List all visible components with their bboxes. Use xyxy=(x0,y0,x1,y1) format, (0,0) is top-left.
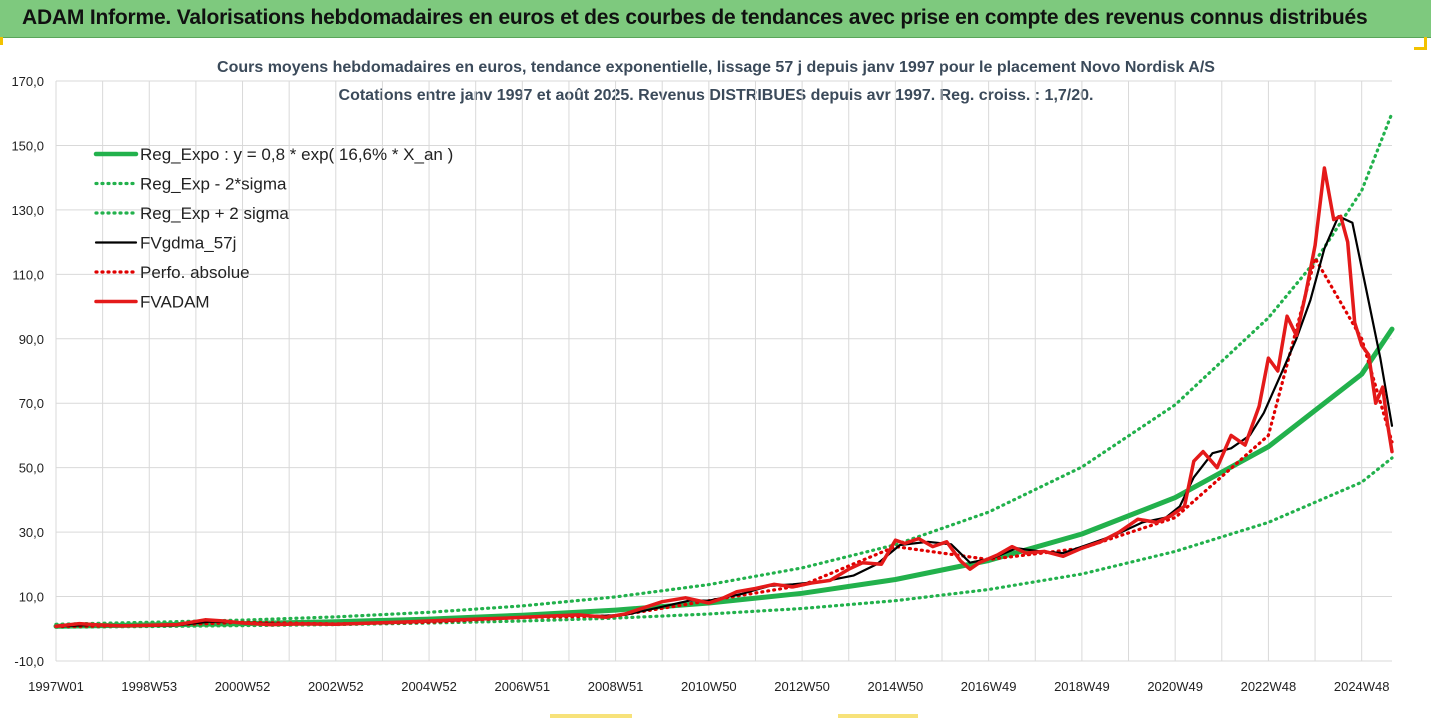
chart-area: Cours moyens hebdomadaires en euros, ten… xyxy=(0,37,1431,718)
x-tick-label: 2022W48 xyxy=(1241,679,1297,694)
series-layer xyxy=(53,111,1395,629)
report-banner-title: ADAM Informe. Valorisations hebdomadaire… xyxy=(22,6,1368,29)
x-tick-label: 2006W51 xyxy=(494,679,550,694)
y-tick-label: 30,0 xyxy=(19,525,44,540)
y-tick-label: 170,0 xyxy=(11,74,44,89)
chart-title: Cours moyens hebdomadaires en euros, ten… xyxy=(217,59,1215,76)
corner-mark-top-left xyxy=(0,37,13,45)
legend-reg-exp-minus-label: Reg_Exp - 2*sigma xyxy=(140,175,287,194)
y-tick-label: 70,0 xyxy=(19,396,44,411)
fvgdma-57j-line xyxy=(54,215,1394,628)
x-tick-label: 2002W52 xyxy=(308,679,364,694)
y-tick-label: 10,0 xyxy=(19,590,44,605)
perfo-absolue-line xyxy=(54,256,1394,629)
x-tick-label: 2010W50 xyxy=(681,679,737,694)
x-tick-label: 2014W50 xyxy=(868,679,924,694)
y-tick-label: 50,0 xyxy=(19,461,44,476)
x-tick-label: 2020W49 xyxy=(1147,679,1203,694)
x-tick-label: 2008W51 xyxy=(588,679,644,694)
legend-reg-expo-label: Reg_Expo : y = 0,8 * exp( 16,6% * X_an ) xyxy=(140,145,453,164)
y-tick-label: 110,0 xyxy=(12,267,44,282)
grid-layer xyxy=(55,80,1392,662)
x-tick-label: 2012W50 xyxy=(774,679,830,694)
chart-subtitle: Cotations entre janv 1997 et août 2025. … xyxy=(339,87,1094,104)
bottom-tab-left xyxy=(550,714,632,718)
x-axis-ticks: 1997W01 1998W53 2000W52 2002W52 2004W52 2006W… xyxy=(28,679,1389,694)
x-tick-label: 2024W48 xyxy=(1334,679,1390,694)
fvadam-line xyxy=(54,166,1394,628)
x-tick-label: 2004W52 xyxy=(401,679,457,694)
legend-reg-exp-plus-label: Reg_Exp + 2 sigma xyxy=(140,204,289,223)
chart-canvas: Cours moyens hebdomadaires en euros, ten… xyxy=(11,59,1395,694)
bottom-tab-right xyxy=(838,714,918,718)
report-banner: ADAM Informe. Valorisations hebdomadaire… xyxy=(0,0,1431,38)
y-tick-label: 130,0 xyxy=(11,203,44,218)
corner-mark-top-right xyxy=(1414,37,1427,50)
legend-fvgdma-label: FVgdma_57j xyxy=(140,234,236,253)
x-tick-label: 2016W49 xyxy=(961,679,1017,694)
x-tick-label: 2018W49 xyxy=(1054,679,1110,694)
legend-perfo-label: Perfo. absolue xyxy=(140,263,250,282)
x-tick-label: 1998W53 xyxy=(121,679,177,694)
y-tick-label: 150,0 xyxy=(11,138,44,153)
y-tick-label: 90,0 xyxy=(19,332,44,347)
legend: Reg_Expo : y = 0,8 * exp( 16,6% * X_an )… xyxy=(93,145,453,312)
x-tick-label: 1997W01 xyxy=(28,679,84,694)
x-tick-label: 2000W52 xyxy=(215,679,271,694)
y-axis-ticks: -10,0 10,0 30,0 50,0 70,0 90,0 110,0 130,0 150,0… xyxy=(11,74,44,669)
y-tick-label: -10,0 xyxy=(14,654,44,669)
reg-exp-plus-2sigma-line xyxy=(54,111,1394,626)
legend-fvadam-label: FVADAM xyxy=(140,293,210,312)
